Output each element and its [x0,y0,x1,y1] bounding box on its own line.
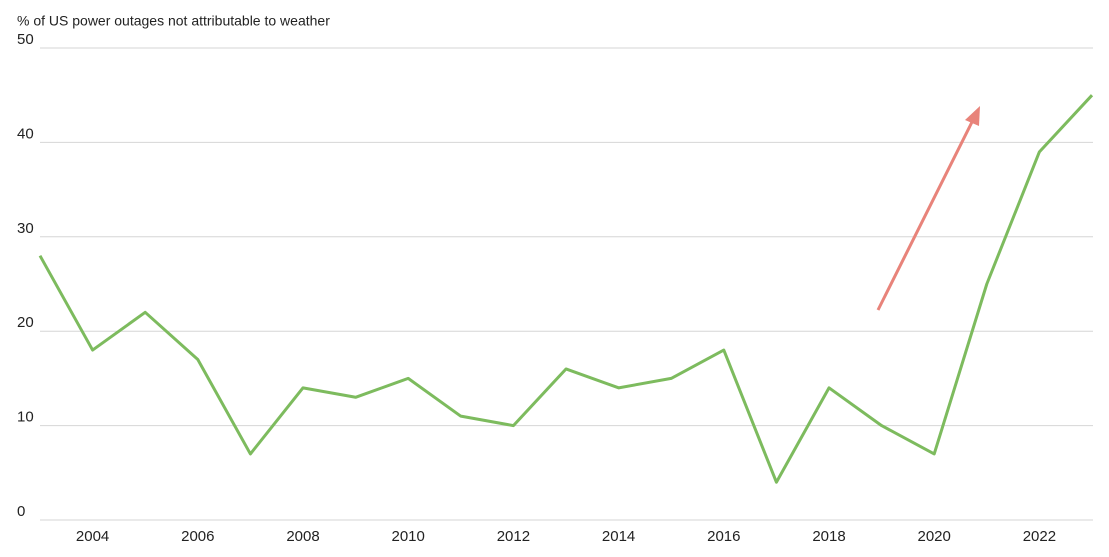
trend-arrow [876,106,980,311]
y-tick-label: 40 [17,125,34,142]
y-tick-label: 30 [17,220,34,237]
x-tick-label: 2018 [812,528,845,545]
x-tick-label: 2016 [707,528,740,545]
chart-title: % of US power outages not attributable t… [17,13,330,29]
series [38,94,1094,484]
axes: 0 10 20 30 40 50 2004 2006 2008 2010 2012 2014 2016 2… [17,31,1093,545]
x-tick-label: 2022 [1023,528,1056,545]
line [38,94,1094,484]
x-tick-label: 2012 [497,528,530,545]
y-tick-label: 50 [17,31,34,48]
y-tick-label: 0 [17,503,25,520]
arrow-head [965,106,980,126]
x-tick-label: 2014 [602,528,635,545]
x-tick-label: 2006 [181,528,214,545]
x-tick-label: 2008 [286,528,319,545]
x-tick-label: 2010 [392,528,425,545]
y-tick-label: 20 [17,314,34,331]
x-tick-label: 2020 [918,528,951,545]
x-tick-label: 2004 [76,528,109,545]
y-tick-label: 10 [17,409,34,426]
arrow-shaft [876,121,974,311]
